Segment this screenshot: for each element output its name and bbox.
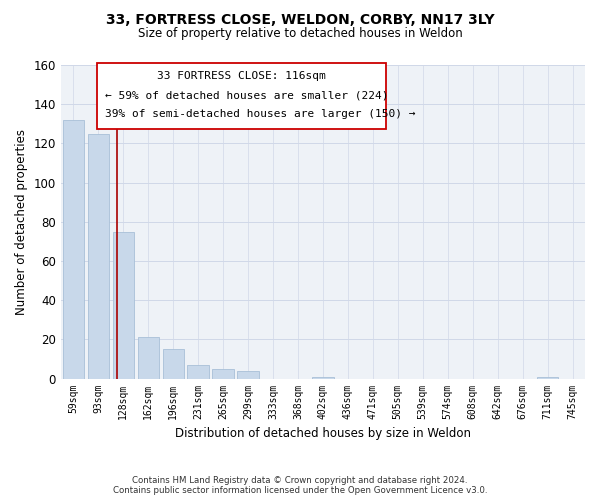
Bar — [212, 369, 233, 378]
Bar — [113, 232, 134, 378]
Bar — [163, 349, 184, 378]
FancyBboxPatch shape — [97, 64, 386, 130]
Text: 33 FORTRESS CLOSE: 116sqm: 33 FORTRESS CLOSE: 116sqm — [157, 72, 326, 82]
Text: 33, FORTRESS CLOSE, WELDON, CORBY, NN17 3LY: 33, FORTRESS CLOSE, WELDON, CORBY, NN17 … — [106, 12, 494, 26]
Bar — [238, 370, 259, 378]
Bar — [187, 365, 209, 378]
Text: Contains public sector information licensed under the Open Government Licence v3: Contains public sector information licen… — [113, 486, 487, 495]
Bar — [537, 376, 558, 378]
Bar — [312, 376, 334, 378]
Text: 39% of semi-detached houses are larger (150) →: 39% of semi-detached houses are larger (… — [106, 109, 416, 119]
Text: ← 59% of detached houses are smaller (224): ← 59% of detached houses are smaller (22… — [106, 90, 389, 100]
Y-axis label: Number of detached properties: Number of detached properties — [15, 129, 28, 315]
Bar — [88, 134, 109, 378]
Bar — [137, 338, 159, 378]
Text: Size of property relative to detached houses in Weldon: Size of property relative to detached ho… — [137, 28, 463, 40]
Bar — [62, 120, 84, 378]
X-axis label: Distribution of detached houses by size in Weldon: Distribution of detached houses by size … — [175, 427, 471, 440]
Text: Contains HM Land Registry data © Crown copyright and database right 2024.: Contains HM Land Registry data © Crown c… — [132, 476, 468, 485]
